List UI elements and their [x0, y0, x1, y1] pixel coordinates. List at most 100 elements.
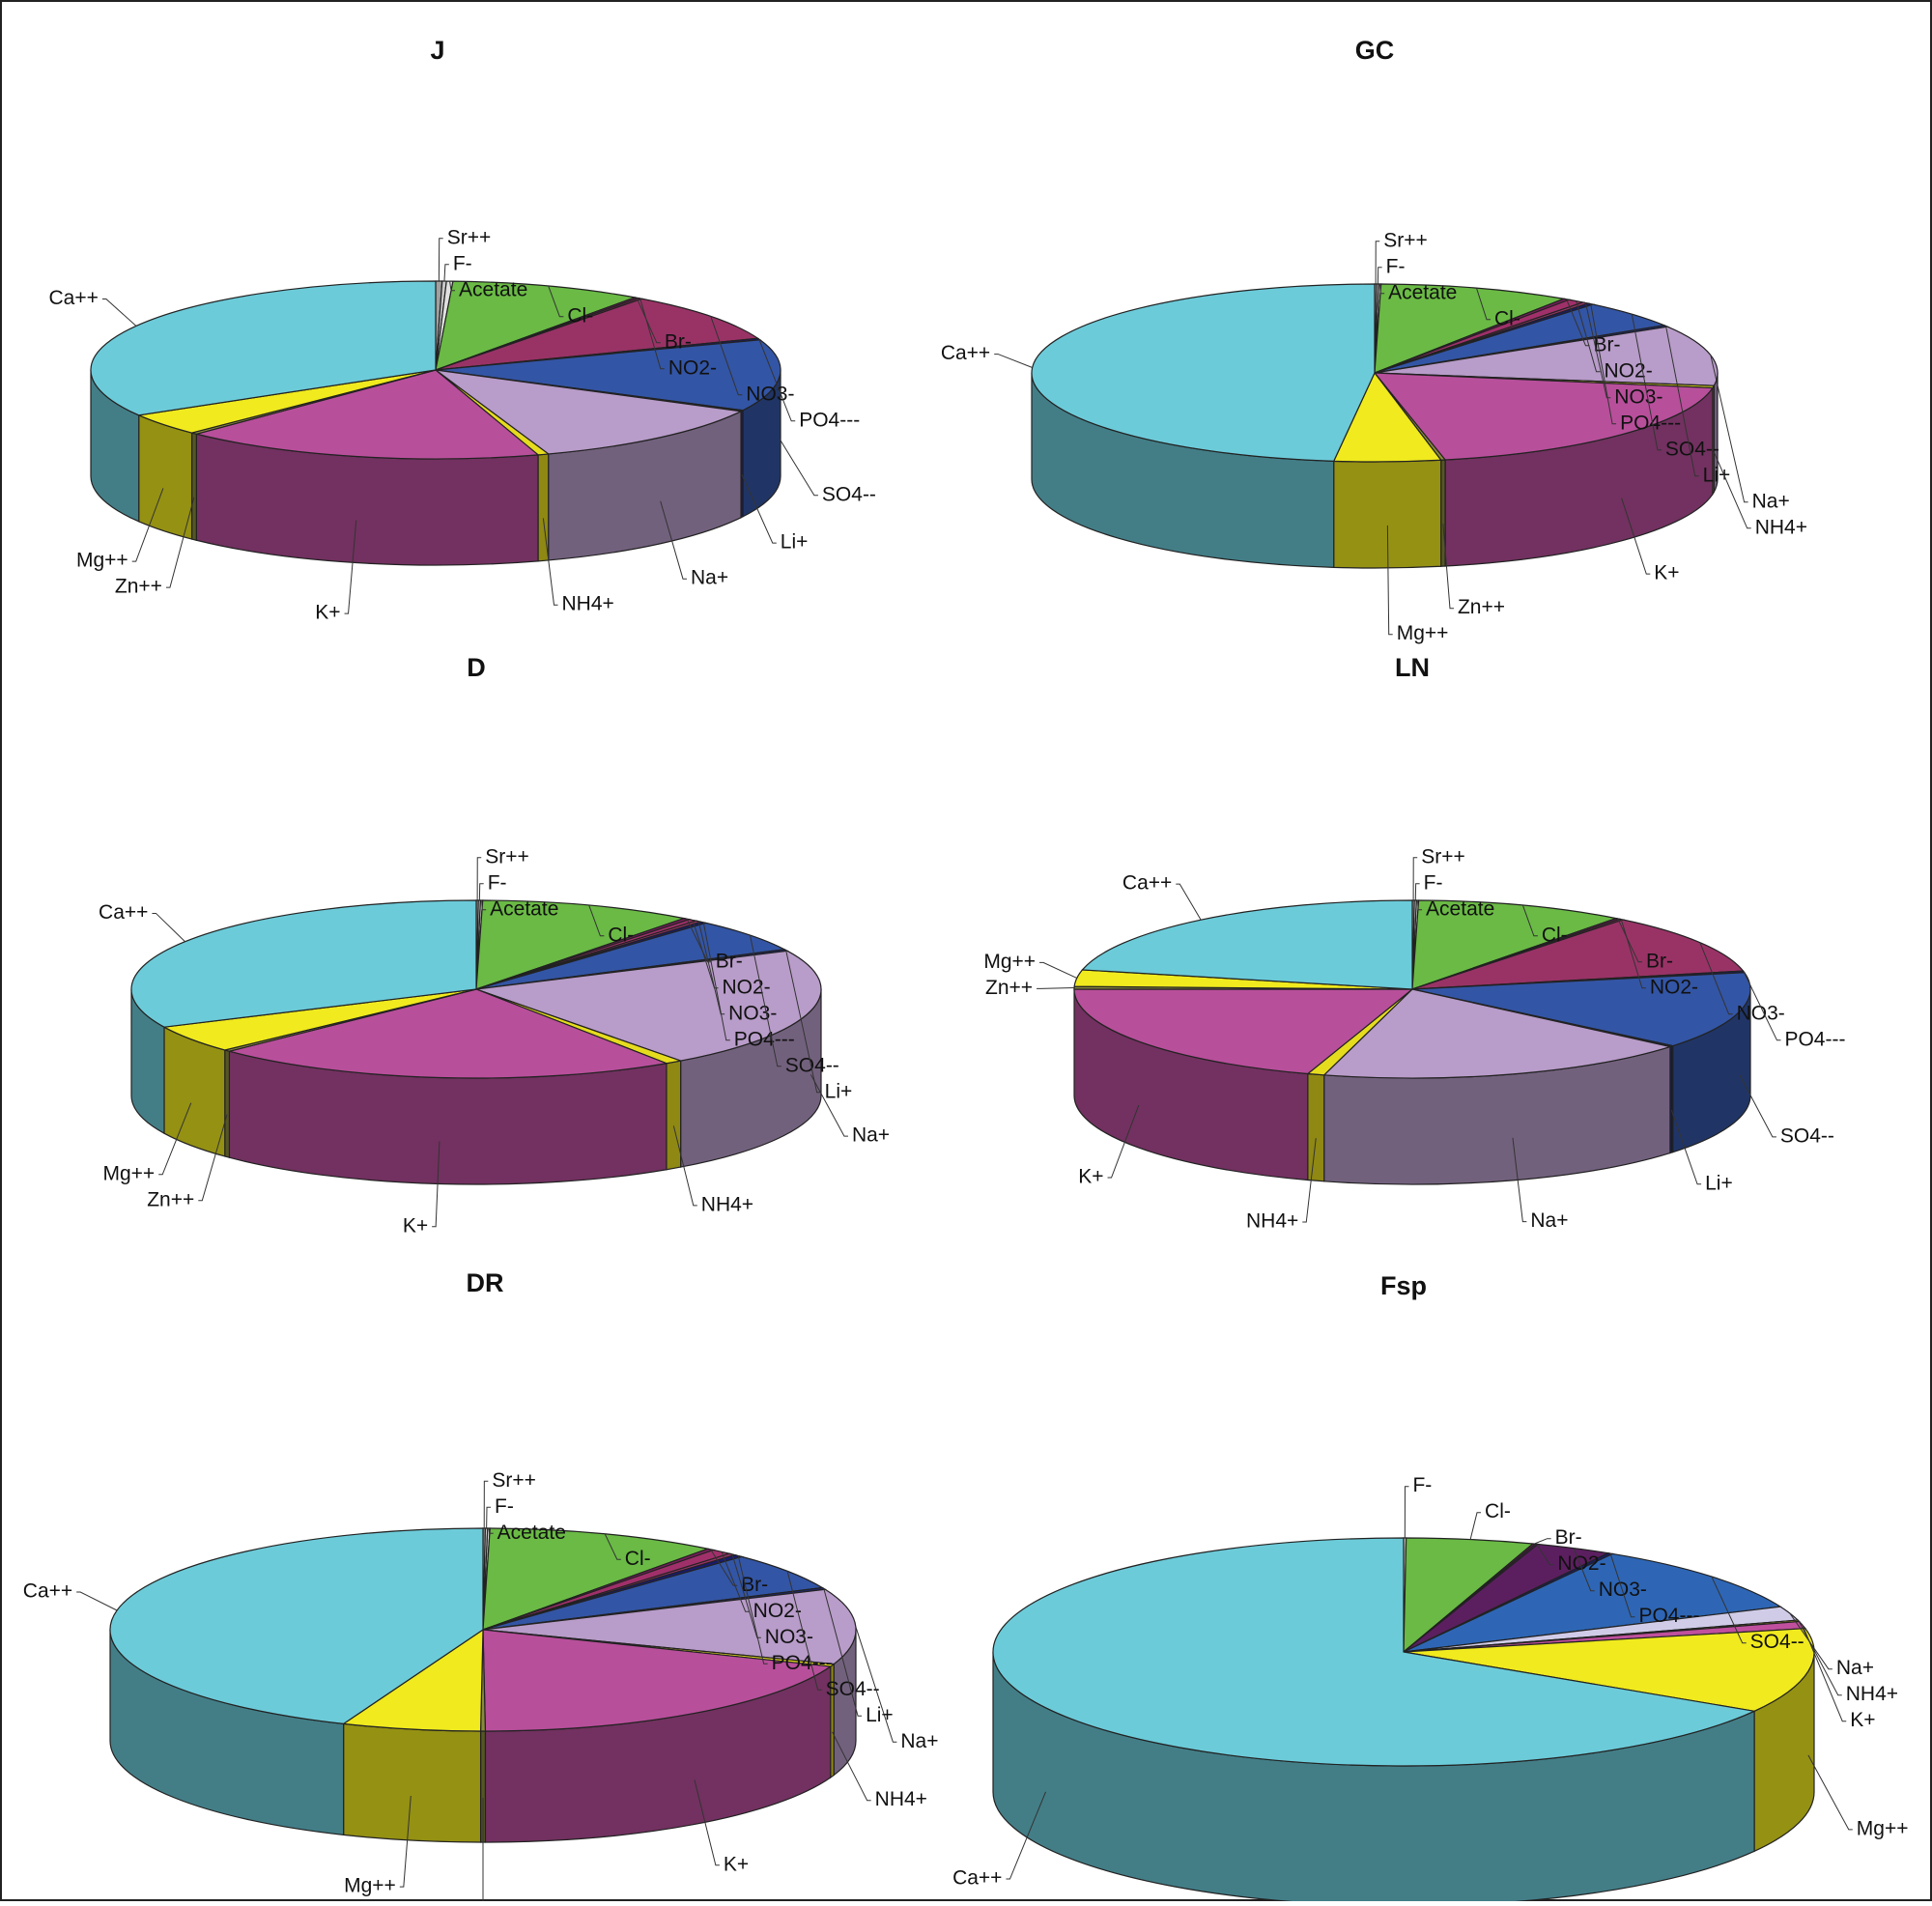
chart-title: J — [430, 36, 444, 65]
slice-label: Ca++ — [952, 1867, 1002, 1890]
slice-label: PO4--- — [1638, 1605, 1699, 1627]
slice-label: K+ — [1850, 1709, 1875, 1731]
slice-label: F- — [1386, 255, 1406, 277]
slice-label: Ca++ — [23, 1580, 72, 1603]
slice-label: Mg++ — [76, 550, 128, 572]
slice-label: Br- — [1593, 333, 1620, 356]
slice-label: Acetate — [1426, 897, 1494, 920]
slice-label: F- — [488, 871, 507, 894]
slice-label: SO4-- — [822, 483, 876, 505]
slice-label: K+ — [1654, 562, 1679, 584]
slice-label: NH4+ — [701, 1193, 753, 1215]
slice-label: NO2- — [668, 356, 717, 379]
chart-title: GC — [1355, 36, 1395, 65]
slice-label: Sr++ — [1383, 229, 1428, 251]
slice-label: SO4-- — [1750, 1631, 1804, 1653]
slice-label: F- — [495, 1495, 514, 1518]
slice-label: Zn++ — [1458, 596, 1505, 618]
slice-label: NO3- — [1737, 1002, 1785, 1024]
slice-label: PO4--- — [734, 1028, 795, 1050]
slice-label: Sr++ — [485, 845, 529, 868]
slice-label: K+ — [724, 1853, 749, 1875]
slice-label: K+ — [1078, 1166, 1103, 1188]
slice-label: Li+ — [1703, 464, 1731, 486]
slice-label: NO2- — [722, 976, 770, 998]
slice-label: Mg++ — [983, 951, 1036, 973]
slice-label: Sr++ — [1421, 845, 1465, 868]
slice-label: Cl- — [608, 924, 634, 946]
slice-label: NH4+ — [1246, 1210, 1298, 1233]
slice-side — [344, 1723, 481, 1842]
slice-label: Na+ — [1530, 1209, 1568, 1232]
slice-label: NH4+ — [1755, 516, 1807, 538]
slice-side — [667, 1061, 681, 1170]
slice-label: NH4+ — [562, 593, 614, 615]
slice-label: F- — [1424, 871, 1443, 894]
slice-label: SO4-- — [1780, 1124, 1834, 1147]
slice-label: PO4--- — [772, 1652, 833, 1674]
slice-label: Cl- — [625, 1548, 651, 1570]
slice-label: F- — [453, 252, 472, 274]
slice-label: Ca++ — [1122, 872, 1172, 895]
slice-label: Li+ — [825, 1080, 853, 1102]
slice-label: Li+ — [1705, 1172, 1733, 1194]
slice-label: Acetate — [1388, 281, 1457, 303]
slice-label: SO4-- — [1665, 438, 1719, 460]
slice-label: K+ — [315, 602, 340, 624]
slice-label: Na+ — [1836, 1657, 1874, 1679]
slice-label: Acetate — [497, 1522, 566, 1544]
slice-side — [225, 1050, 230, 1157]
slice-label: NO2- — [1557, 1552, 1605, 1575]
slice-label: Zn++ — [147, 1188, 194, 1210]
slice-label: Zn++ — [985, 977, 1033, 999]
slice-label: Ca++ — [99, 901, 148, 924]
slice-label: NO2- — [1650, 976, 1698, 998]
slice-label: Br- — [716, 950, 743, 972]
slice-label: Na+ — [691, 567, 728, 589]
slice-label: Sr++ — [492, 1469, 536, 1492]
slice-label: Na+ — [852, 1124, 890, 1147]
chart-title: DR — [467, 1268, 504, 1297]
chart-title: D — [467, 653, 486, 682]
slice-label: NO3- — [1614, 385, 1662, 408]
slice-label: Zn++ — [115, 576, 162, 598]
slice-label: Cl- — [567, 304, 593, 327]
slice-label: Na+ — [1752, 490, 1790, 512]
slice-label: K+ — [403, 1214, 428, 1237]
slice-label: Acetate — [490, 897, 558, 920]
slice-label: Br- — [1646, 950, 1673, 972]
slice-label: Mg++ — [103, 1162, 156, 1184]
slice-label: Br- — [1555, 1526, 1582, 1549]
slice-label: Mg++ — [1857, 1817, 1909, 1839]
slice-label: Li+ — [866, 1704, 894, 1726]
slice-label: Mg++ — [344, 1875, 396, 1897]
slice-label: Br- — [665, 330, 692, 353]
slice-side — [1441, 460, 1445, 566]
chart-title: LN — [1395, 653, 1430, 682]
slice-label: Acetate — [459, 278, 527, 300]
slice-label: Cl- — [1542, 924, 1568, 946]
slice-label: Cl- — [1485, 1500, 1511, 1522]
slice-label: PO4--- — [1784, 1028, 1845, 1050]
slice-label: Na+ — [900, 1730, 938, 1752]
slice-label: PO4--- — [1620, 412, 1681, 434]
slice-label: Mg++ — [1397, 622, 1449, 644]
slice-label: NO3- — [746, 383, 794, 405]
slice-label: PO4--- — [799, 409, 860, 431]
slice-side — [1308, 1073, 1324, 1181]
slice-label: NH4+ — [875, 1788, 927, 1810]
slice-label: F- — [1412, 1474, 1432, 1496]
slice-label: Ca++ — [49, 287, 99, 309]
slice-side — [192, 433, 197, 540]
slice-label: Li+ — [781, 531, 809, 554]
slice-label: Sr++ — [447, 226, 492, 248]
slice-label: NH4+ — [1846, 1683, 1898, 1705]
slice-label: Ca++ — [941, 342, 990, 364]
slice-label: SO4-- — [785, 1054, 839, 1076]
slice-label: Cl- — [1494, 307, 1520, 329]
slice-side — [139, 415, 192, 539]
chart-title: Fsp — [1380, 1271, 1427, 1300]
slice-label: NO3- — [728, 1002, 777, 1024]
